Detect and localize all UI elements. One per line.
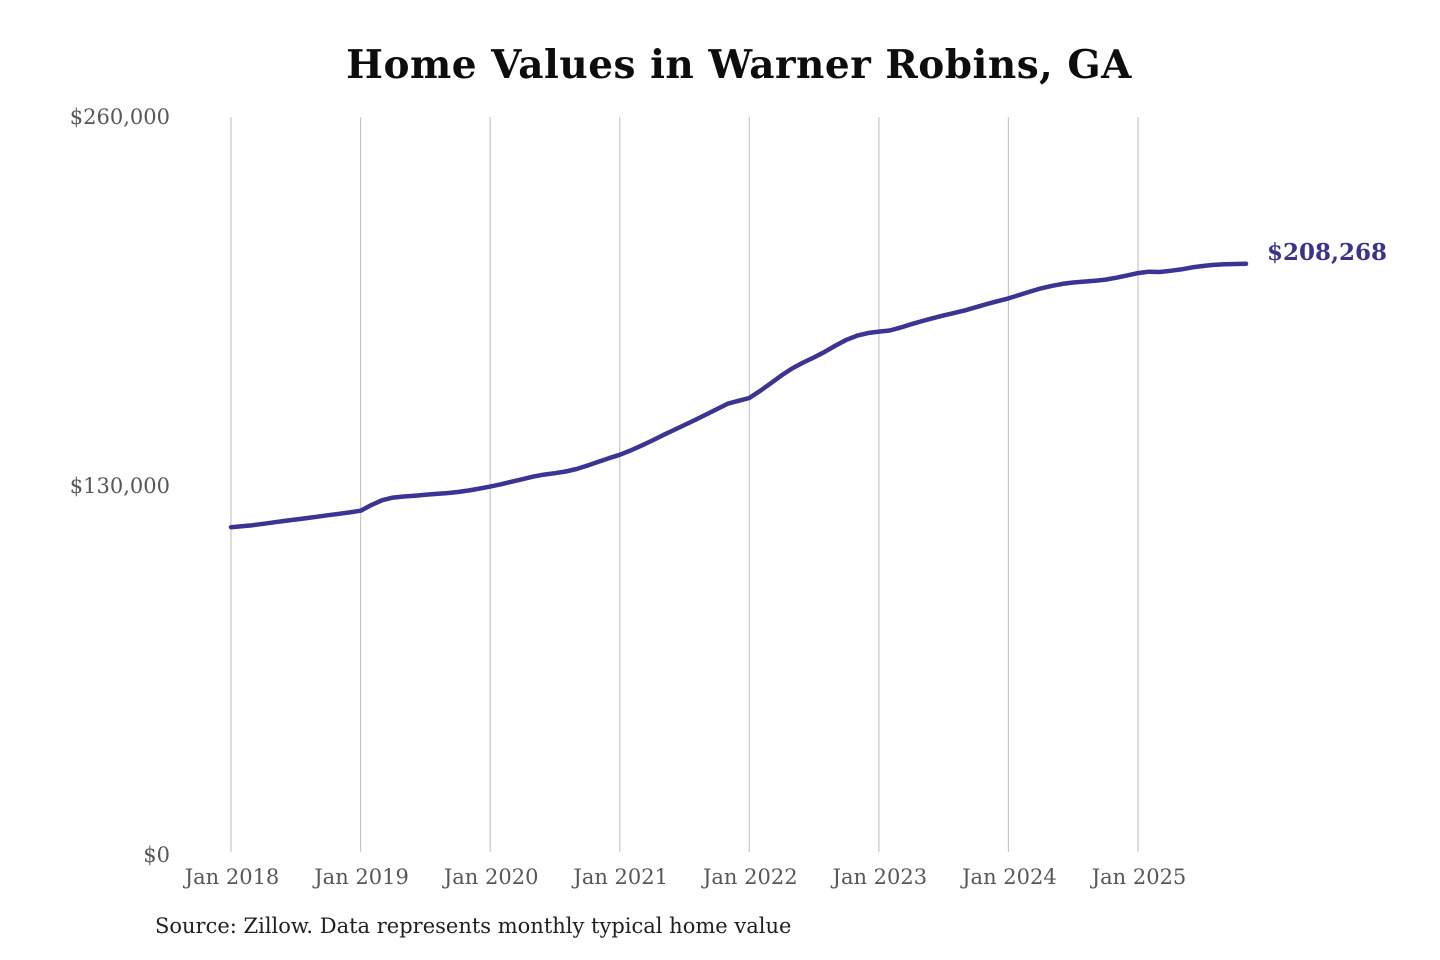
y-axis-tick-label: $130,000 <box>70 474 170 498</box>
x-axis-tick-label: Jan 2021 <box>571 865 668 889</box>
home-value-series-line <box>228 261 1249 530</box>
y-axis-tick-label: $0 <box>143 843 170 867</box>
x-axis-tick-label: Jan 2024 <box>960 865 1057 889</box>
source-note: Source: Zillow. Data represents monthly … <box>155 914 792 938</box>
latest-value-label: $208,268 <box>1267 239 1388 266</box>
x-axis-tick-label: Jan 2019 <box>312 865 409 889</box>
x-axis-tick-label: Jan 2025 <box>1090 865 1187 889</box>
x-axis-tick-label: Jan 2022 <box>701 865 798 889</box>
x-axis-tick-label: Jan 2023 <box>831 865 928 889</box>
x-axis-tick-label: Jan 2020 <box>442 865 539 889</box>
x-axis-tick-label: Jan 2018 <box>183 865 280 889</box>
chart-title: Home Values in Warner Robins, GA <box>346 42 1132 88</box>
y-axis-tick-label: $260,000 <box>70 105 170 129</box>
